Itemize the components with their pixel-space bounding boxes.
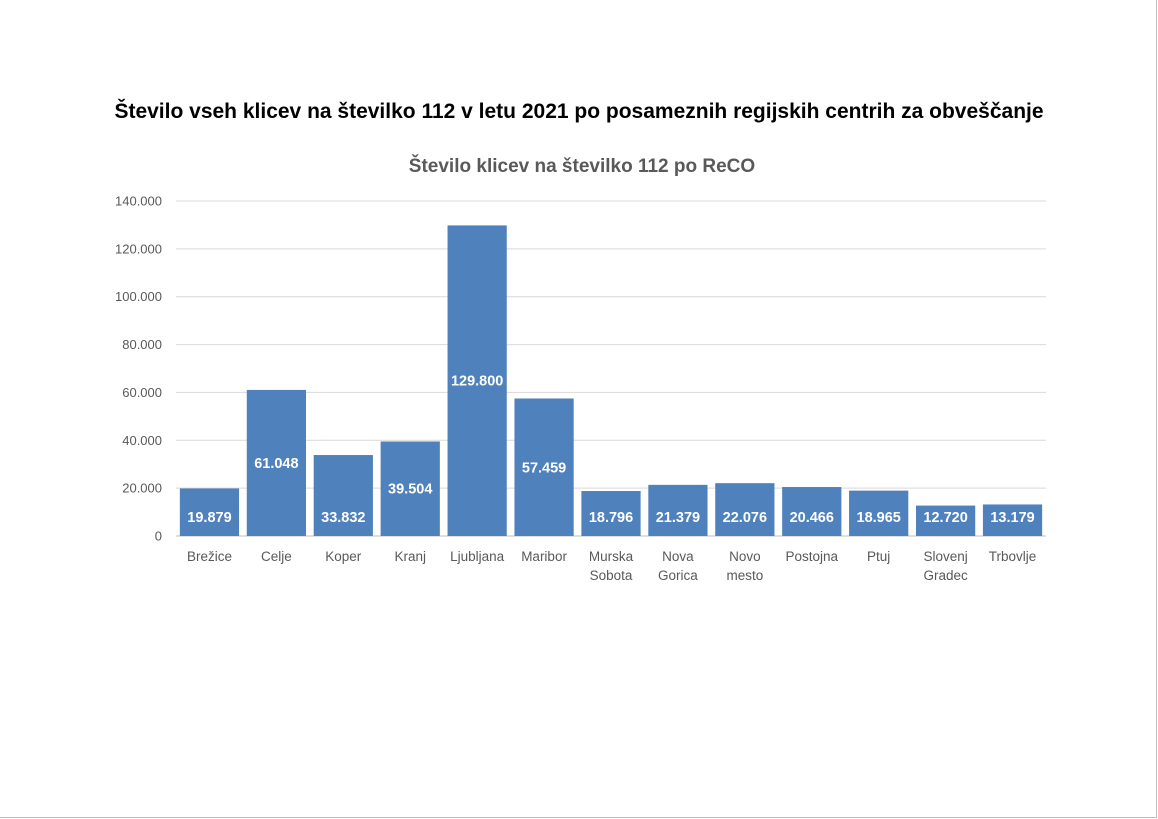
data-label: 21.379 [656, 510, 700, 526]
bar [447, 225, 507, 536]
data-label: 39.504 [388, 482, 432, 498]
bars: 19.879 61.048 33.832 39.504 129.800 57.459 18.… [179, 225, 1043, 536]
data-label: 18.796 [589, 510, 633, 526]
data-label: 13.179 [990, 510, 1034, 526]
bar [514, 398, 574, 536]
data-label: 19.879 [187, 510, 231, 526]
x-tick-label: Celje [261, 549, 292, 564]
gridlines [176, 200, 1046, 537]
y-tick-label: 0 [155, 529, 162, 544]
data-label: 20.466 [790, 510, 834, 526]
y-tick-label: 140.000 [115, 194, 162, 209]
x-tick-label: Novo mesto [726, 549, 763, 583]
bar [982, 504, 1043, 536]
y-axis-ticks: 0 20.000 40.000 60.000 80.000 100.000 120.000 1… [115, 194, 162, 544]
data-label: 129.800 [451, 374, 503, 390]
x-tick-label: Maribor [521, 549, 567, 564]
x-tick-label: Postojna [785, 549, 838, 564]
bar [179, 488, 240, 536]
data-label: 18.965 [857, 510, 901, 526]
page-title: Število vseh klicev na številko 112 v le… [114, 100, 1044, 123]
x-tick-label: Slovenj Gradec [923, 549, 968, 583]
bar [581, 491, 641, 536]
x-tick-label: Trbovlje [989, 549, 1037, 564]
y-tick-label: 120.000 [115, 241, 162, 256]
data-label: 22.076 [723, 510, 767, 526]
data-label: 57.459 [522, 460, 566, 476]
bar [313, 455, 373, 536]
x-tick-label: Nova Gorica [658, 549, 698, 583]
x-tick-label: Brežice [187, 549, 232, 564]
data-label: 33.832 [321, 510, 365, 526]
x-tick-label: Ljubljana [450, 549, 505, 564]
bar [246, 389, 306, 536]
y-tick-label: 80.000 [122, 337, 162, 352]
x-axis-ticks: Brežice Celje Koper Kranj Ljubljana Maribor Mu… [187, 549, 1036, 583]
x-tick-label: Koper [325, 549, 362, 564]
chart-title: Število klicev na številko 112 po ReCO [409, 155, 755, 177]
bar [648, 484, 708, 536]
x-tick-label: Murska Sobota [589, 549, 634, 583]
x-tick-label: Kranj [394, 549, 426, 564]
y-tick-label: 40.000 [122, 433, 162, 448]
y-tick-label: 60.000 [122, 385, 162, 400]
y-tick-label: 20.000 [122, 481, 162, 496]
y-tick-label: 100.000 [115, 289, 162, 304]
bar [782, 487, 842, 536]
bar [916, 505, 976, 536]
bar [715, 483, 775, 536]
bar [380, 441, 440, 536]
data-label: 61.048 [254, 456, 298, 472]
data-label: 12.720 [923, 510, 967, 526]
bar [849, 490, 909, 536]
x-tick-label: Ptuj [867, 549, 890, 564]
